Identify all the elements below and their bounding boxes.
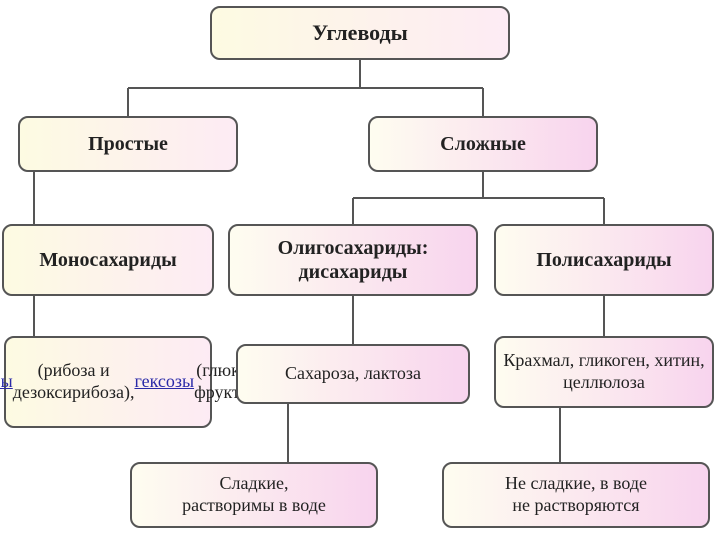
node-oligosaccharides: Олигосахариды:дисахариды — [228, 224, 478, 296]
node-oligo-examples: Сахароза, лактоза — [236, 344, 470, 404]
node-poly-property: Не сладкие, в водене растворяются — [442, 462, 710, 528]
node-root: Углеводы — [210, 6, 510, 60]
diagram-stage: Углеводы Простые Сложные Моносахариды Ол… — [0, 0, 720, 540]
node-simple: Простые — [18, 116, 238, 172]
node-oligo-property: Сладкие,растворимы в воде — [130, 462, 378, 528]
node-mono-examples: Пентозы (рибоза и дезоксирибоза), гексоз… — [4, 336, 212, 428]
node-polysaccharides: Полисахариды — [494, 224, 714, 296]
node-poly-examples: Крахмал, гликоген, хитин, целлюлоза — [494, 336, 714, 408]
node-complex: Сложные — [368, 116, 598, 172]
node-monosaccharides: Моносахариды — [2, 224, 214, 296]
